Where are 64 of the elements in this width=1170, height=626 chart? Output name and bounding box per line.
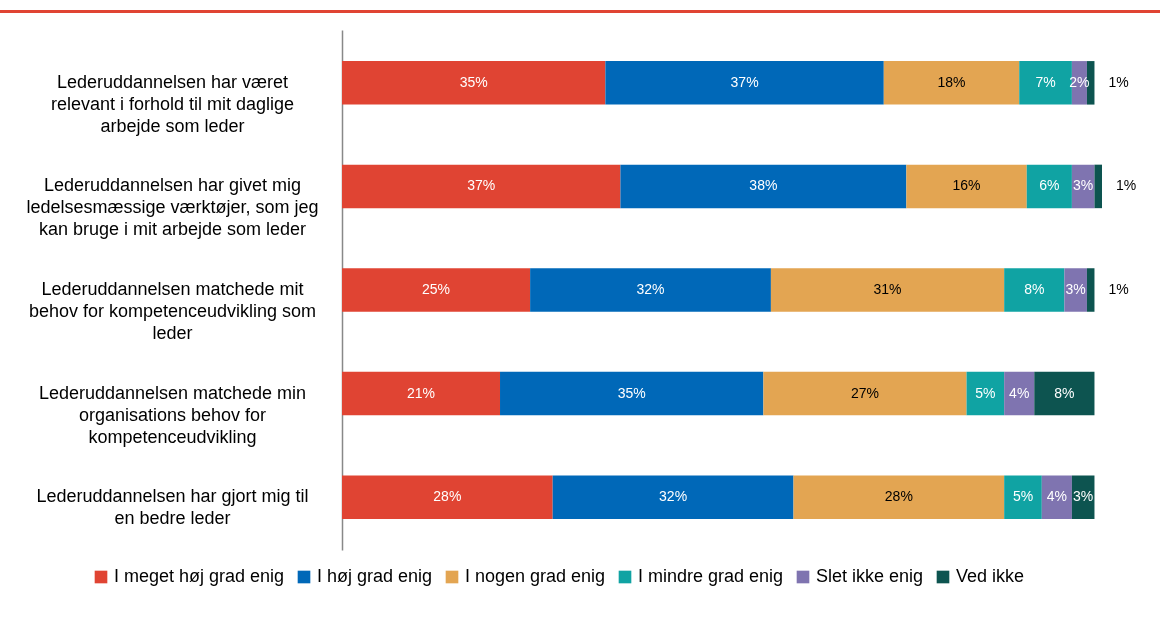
data-label: 1%	[1108, 281, 1129, 297]
bar	[1019, 61, 1072, 105]
data-label: 3%	[1065, 281, 1086, 297]
data-label: 4%	[1009, 384, 1030, 401]
bar	[605, 61, 884, 105]
bar	[342, 371, 501, 416]
bar	[1004, 268, 1065, 312]
data-label: 32%	[659, 488, 688, 505]
legend-label: Slet ikke enig	[816, 566, 924, 586]
data-label: 8%	[1024, 281, 1045, 297]
bar	[883, 61, 1020, 105]
y-tick-label: Lederuddannelsen matchede mit behov for kompetenceudvikling som leder	[28, 279, 317, 343]
bar	[342, 268, 531, 312]
bar	[1026, 164, 1072, 209]
y-tick-label: Lederuddannelsen matchede min organisations behov for kompetenceudvikling	[38, 382, 307, 447]
legend-label: Ved ikke	[956, 566, 1025, 586]
data-label: 5%	[1012, 488, 1034, 505]
legend-label: I nogen grad enig	[465, 566, 606, 586]
data-label: 8%	[1054, 384, 1075, 401]
bar	[342, 164, 621, 209]
data-label: 38%	[749, 177, 778, 194]
data-label: 18%	[937, 73, 966, 90]
data-label: 37%	[730, 73, 759, 90]
legend-label: I mindre grad enig	[638, 566, 784, 586]
data-label: 1%	[1108, 73, 1129, 90]
bar	[342, 61, 606, 105]
bar	[620, 164, 907, 209]
data-label: 3%	[1073, 177, 1094, 194]
bar	[552, 475, 794, 519]
bar	[342, 475, 553, 519]
data-label: 3%	[1073, 488, 1094, 505]
bar	[530, 268, 771, 312]
bar	[793, 475, 1005, 519]
data-label: 1%	[1116, 177, 1137, 194]
y-tick-label: Lederuddannelsen har gjort mig til en bedre leder	[36, 486, 309, 529]
data-label: 27%	[850, 384, 879, 401]
y-tick-label: Lederuddannelsen har givet mig ledelsesmæssige værktøjer, som jeg kan bruge i mit arbejde som leder	[26, 175, 319, 240]
data-label: 4%	[1046, 488, 1067, 505]
bar	[770, 268, 1005, 312]
bar	[1086, 268, 1095, 312]
y-tick-label: Lederuddannelsen har været relevant i forhold til mit daglige arbejde som leder	[50, 71, 295, 136]
legend-label: I høj grad enig	[317, 566, 433, 586]
data-label: 28%	[884, 488, 913, 505]
bar	[500, 371, 764, 416]
data-label: 6%	[1039, 177, 1060, 194]
data-label: 32%	[636, 281, 665, 297]
data-label: 28%	[433, 488, 462, 505]
legend-label: I meget høj grad enig	[114, 566, 285, 586]
data-label: 7%	[1035, 73, 1056, 90]
bar	[1094, 164, 1102, 209]
bar	[1034, 371, 1095, 416]
data-label: 35%	[459, 73, 488, 90]
data-label: 5%	[975, 384, 996, 401]
data-label: 25%	[422, 281, 451, 297]
bar	[1064, 268, 1087, 312]
data-label: 16%	[952, 177, 981, 194]
bar	[906, 164, 1027, 209]
bar	[1041, 475, 1072, 519]
data-label: 31%	[873, 281, 902, 297]
data-label: 37%	[467, 177, 496, 194]
data-label: 35%	[617, 384, 646, 401]
bar	[763, 371, 967, 416]
data-label: 21%	[406, 384, 436, 401]
bar	[1004, 475, 1042, 519]
